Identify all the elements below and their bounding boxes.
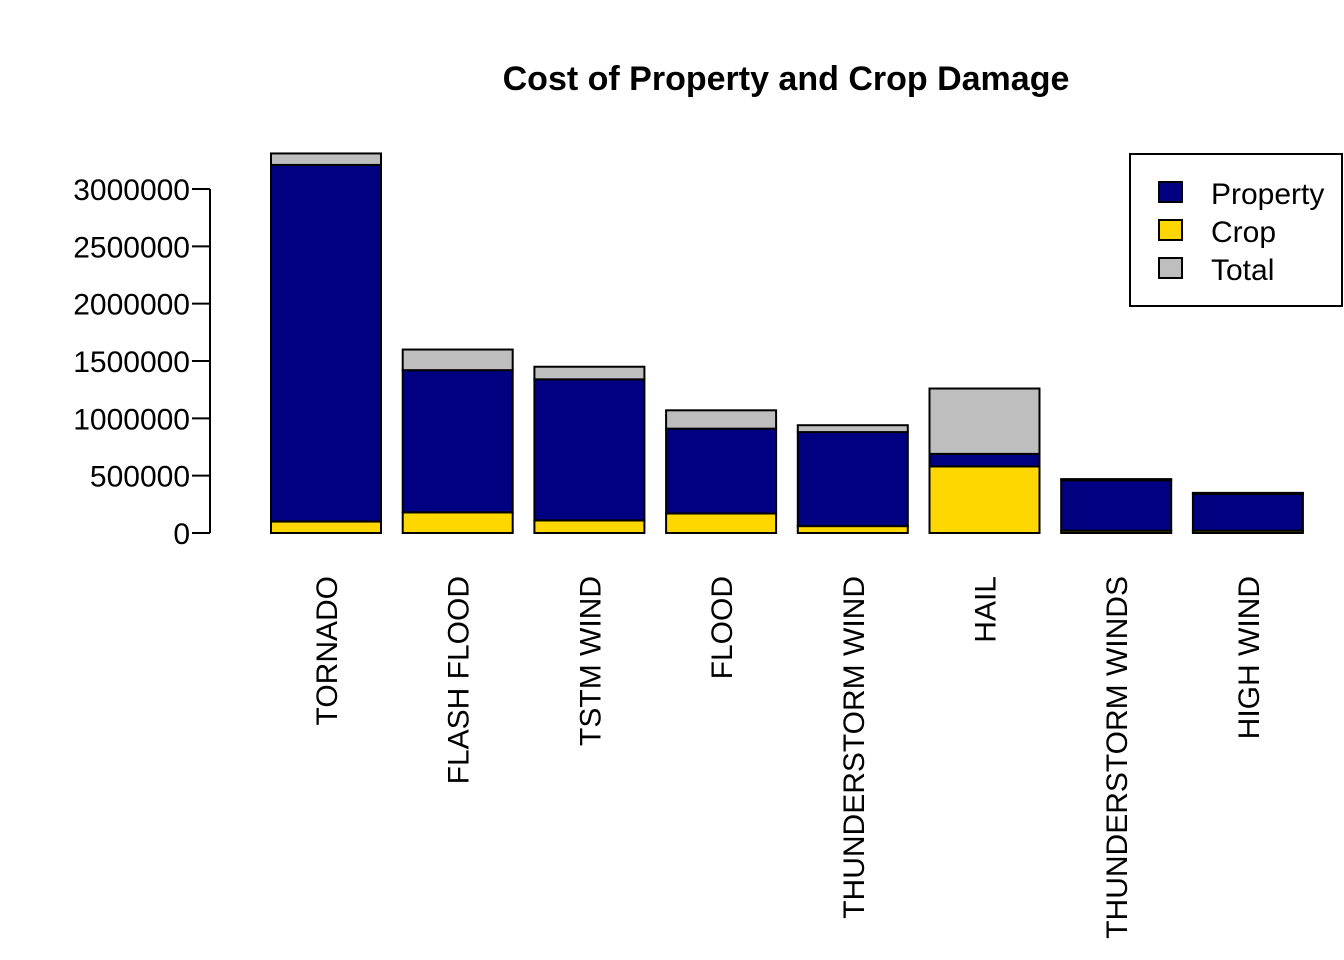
y-axis: 0 500000 1000000 1500000 2000000 2500000 30000… <box>73 174 211 551</box>
bar-segment-property <box>533 378 646 522</box>
bar-segment-crop <box>270 520 382 534</box>
legend-label: Crop <box>1211 216 1276 249</box>
bar-segment-crop <box>665 512 778 534</box>
y-tick-label: 1500000 <box>73 346 190 379</box>
y-tick-label: 1000000 <box>73 403 190 436</box>
y-tick-label: 0 <box>173 518 190 551</box>
legend-label: Property <box>1211 178 1324 211</box>
bar-segment-total <box>1060 478 1173 482</box>
bar-segment-property <box>665 427 778 515</box>
x-category-label: THUNDERSTORM WIND <box>838 576 871 919</box>
x-axis-labels: TORNADO FLASH FLOOD TSTM WIND FLOOD THUNDERS… <box>311 576 1266 939</box>
chart-title: Cost of Property and Crop Damage <box>503 60 1070 98</box>
bar-segment-total <box>533 365 646 381</box>
bar-segment-crop <box>796 525 909 534</box>
legend: Property Crop Total <box>1129 153 1343 307</box>
legend-swatch <box>1158 219 1183 241</box>
legend-swatch <box>1158 257 1183 279</box>
x-category-label: FLASH FLOOD <box>443 576 476 784</box>
bar-segment-total <box>665 409 778 430</box>
legend-swatch <box>1158 181 1183 203</box>
x-category-label: HIGH WIND <box>1233 576 1266 739</box>
bars <box>270 152 1304 535</box>
x-category-label: TSTM WIND <box>574 576 607 746</box>
bar-segment-crop <box>401 511 514 534</box>
x-category-label: HAIL <box>970 576 1003 643</box>
bar-segment-property <box>796 431 909 528</box>
bar-segment-crop <box>533 519 646 534</box>
y-tick-label: 2000000 <box>73 289 190 322</box>
x-category-label: FLOOD <box>706 576 739 679</box>
y-tick-label: 2500000 <box>73 231 190 264</box>
bar-segment-total <box>401 348 514 372</box>
bar-segment-total <box>796 424 909 434</box>
x-category-label: THUNDERSTORM WINDS <box>1101 576 1134 939</box>
bar-segment-property <box>1060 479 1173 532</box>
bar-segment-property <box>928 452 1041 468</box>
bar-segment-property <box>1191 493 1304 532</box>
x-category-label: TORNADO <box>311 576 344 725</box>
legend-label: Total <box>1211 254 1274 287</box>
y-tick-label: 500000 <box>90 461 190 494</box>
bar-segment-property <box>401 369 514 514</box>
bar-segment-total <box>270 152 382 166</box>
bar-segment-property <box>270 163 382 523</box>
bar-segment-crop <box>928 465 1041 535</box>
y-tick-label: 3000000 <box>73 174 190 207</box>
bar-segment-total <box>1191 491 1304 496</box>
bar-segment-total <box>928 387 1041 455</box>
